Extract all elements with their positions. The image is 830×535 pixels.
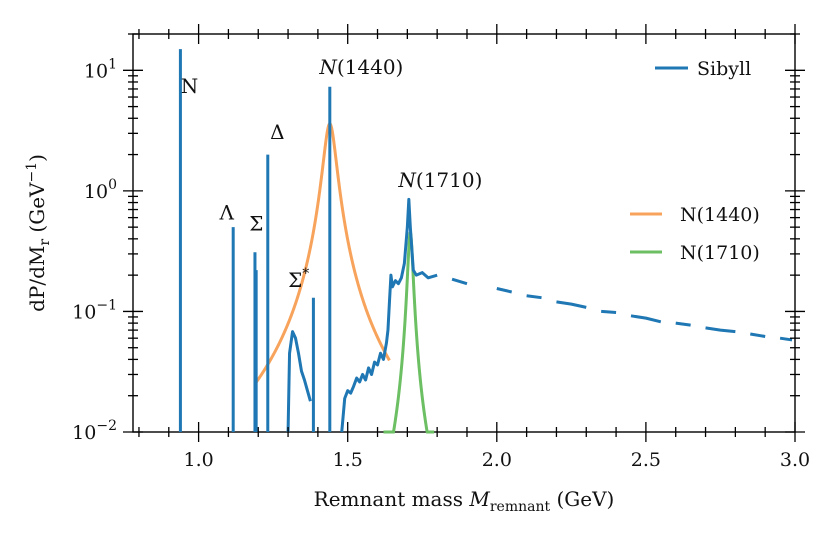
annotation-N: N <box>181 74 199 98</box>
legend: Sibyll N(1440) N(1710) <box>630 58 760 264</box>
peak-annotations: N Λ Σ Δ Σ* N(1440) N(1710) <box>181 55 483 292</box>
x-tick-label: 3.0 <box>780 449 810 471</box>
annotation-Delta: Δ <box>270 120 284 144</box>
x-tick-label: 1.0 <box>183 449 213 471</box>
axis-ticks: 1.0 1.5 2.0 2.5 3.0 10−2 10−1 100 101 <box>72 24 810 471</box>
y-tick-label: 100 <box>84 177 117 203</box>
legend-label-n1440: N(1440) <box>680 204 760 226</box>
plot-area-frame <box>132 33 796 433</box>
y-tick-label: 10−1 <box>72 297 117 323</box>
x-axis-label: Remnant mass Mremnant (GeV) <box>314 487 615 515</box>
series-n1440-line <box>254 122 391 385</box>
series-n1710-line <box>383 230 435 434</box>
annotation-Sigma-star: Σ* <box>288 266 309 292</box>
annotation-N1710: N(1710) <box>397 168 482 192</box>
series-sibyll-line <box>286 197 793 433</box>
y-tick-label: 101 <box>84 56 117 82</box>
y-axis-label: dP/dMr (GeV−1) <box>24 154 53 312</box>
annotation-Lambda: Λ <box>218 200 234 224</box>
annotation-Sigma: Σ <box>249 211 263 235</box>
series-lines <box>178 49 793 434</box>
x-tick-label: 2.0 <box>482 449 512 471</box>
x-tick-label: 2.5 <box>631 449 661 471</box>
annotation-N1440: N(1440) <box>318 55 403 79</box>
legend-label-n1710: N(1710) <box>680 242 760 264</box>
x-tick-label: 1.5 <box>333 449 363 471</box>
legend-label-sibyll: Sibyll <box>697 58 751 80</box>
y-tick-label: 10−2 <box>72 418 117 444</box>
series-sibyll-spikes <box>178 49 332 432</box>
